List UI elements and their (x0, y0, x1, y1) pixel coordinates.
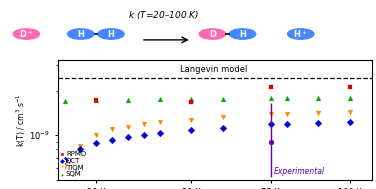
Text: H: H (108, 29, 114, 39)
Text: H: H (77, 29, 84, 39)
Text: D: D (209, 29, 216, 39)
Text: Experimental: Experimental (274, 167, 325, 176)
Text: $k$ (T=20–100 K): $k$ (T=20–100 K) (128, 9, 199, 21)
Text: H: H (239, 29, 246, 39)
Text: H$^+$: H$^+$ (294, 28, 308, 40)
Y-axis label: k(T) / cm$^3$ s$^{-1}$: k(T) / cm$^3$ s$^{-1}$ (14, 93, 27, 147)
Text: Langevin model: Langevin model (180, 65, 247, 74)
Text: D$^+$: D$^+$ (19, 28, 33, 40)
Legend: RPMD, QCT, TIQM, SQM: RPMD, QCT, TIQM, SQM (60, 151, 87, 178)
